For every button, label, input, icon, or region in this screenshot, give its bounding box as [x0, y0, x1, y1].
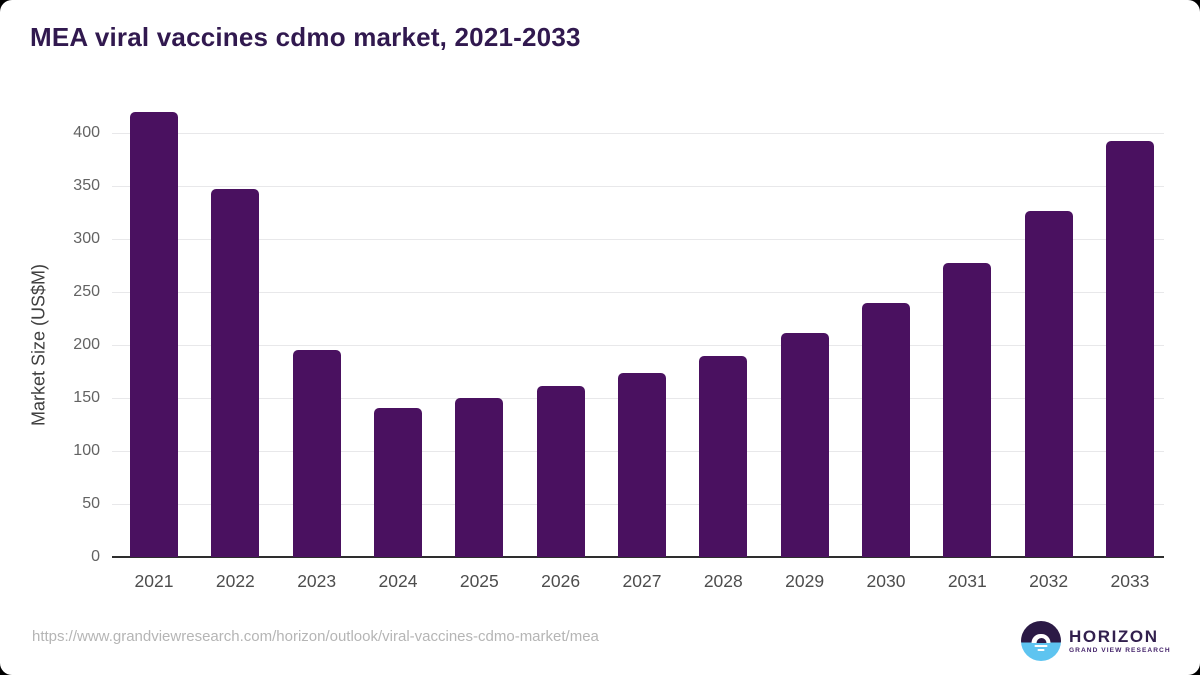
x-tick-label-2032: 2032: [1029, 571, 1069, 591]
y-tick-label-50: 50: [82, 495, 100, 512]
logo-name: HORIZON: [1069, 627, 1159, 646]
y-tick-label-100: 100: [73, 442, 100, 459]
logo-tagline: GRAND VIEW RESEARCH: [1069, 647, 1171, 654]
bar-2028[interactable]: [699, 355, 748, 557]
bar-2021[interactable]: [130, 111, 178, 557]
bar-2022[interactable]: [211, 189, 260, 557]
x-tick-label-2025: 2025: [459, 571, 499, 591]
bar-2027[interactable]: [617, 372, 666, 557]
bar-2031[interactable]: [943, 263, 992, 557]
x-tick-label-2031: 2031: [947, 571, 987, 591]
x-tick-label-2024: 2024: [378, 571, 418, 591]
wave-line-icon: [1034, 644, 1048, 647]
gridline-300: [112, 238, 1164, 240]
wave-line-icon: [1037, 648, 1045, 651]
bar-2030[interactable]: [861, 302, 910, 557]
bar-2026[interactable]: [536, 386, 585, 557]
plot-area: [112, 111, 1164, 558]
y-tick-label-400: 400: [73, 124, 100, 141]
y-tick-label-200: 200: [73, 336, 100, 353]
x-tick-label-2023: 2023: [297, 571, 337, 591]
y-tick-label-250: 250: [73, 283, 100, 300]
x-tick-label-2027: 2027: [622, 571, 662, 591]
chart-title: MEA viral vaccines cdmo market, 2021-203…: [30, 22, 581, 52]
bar-2029[interactable]: [780, 333, 829, 557]
horizon-logo: HORIZON GRAND VIEW RESEARCH: [1021, 621, 1171, 661]
bar-2025[interactable]: [455, 398, 504, 557]
x-axis-line: [112, 556, 1164, 558]
source-url: https://www.grandviewresearch.com/horizo…: [32, 628, 599, 645]
x-tick-label-2033: 2033: [1110, 571, 1150, 591]
gridline-350: [112, 185, 1164, 187]
y-tick-label-0: 0: [91, 548, 100, 565]
x-tick-label-2026: 2026: [541, 571, 581, 591]
y-tick-label-150: 150: [73, 389, 100, 406]
y-tick-label-300: 300: [73, 230, 100, 247]
x-tick-label-2029: 2029: [785, 571, 825, 591]
gridline-400: [112, 132, 1164, 134]
x-tick-label-2022: 2022: [215, 571, 255, 591]
y-tick-label-350: 350: [73, 177, 100, 194]
bar-2032[interactable]: [1024, 211, 1073, 557]
x-tick-label-2021: 2021: [134, 571, 174, 591]
x-tick-label-2028: 2028: [703, 571, 743, 591]
horizon-logo-icon: [1021, 621, 1061, 661]
gridline-250: [112, 291, 1164, 293]
x-tick-label-2030: 2030: [866, 571, 906, 591]
bar-2024[interactable]: [373, 407, 422, 557]
bar-2023[interactable]: [292, 350, 341, 557]
gridline-200: [112, 344, 1164, 346]
sun-icon: [1031, 633, 1051, 643]
bar-2033[interactable]: [1105, 141, 1154, 557]
